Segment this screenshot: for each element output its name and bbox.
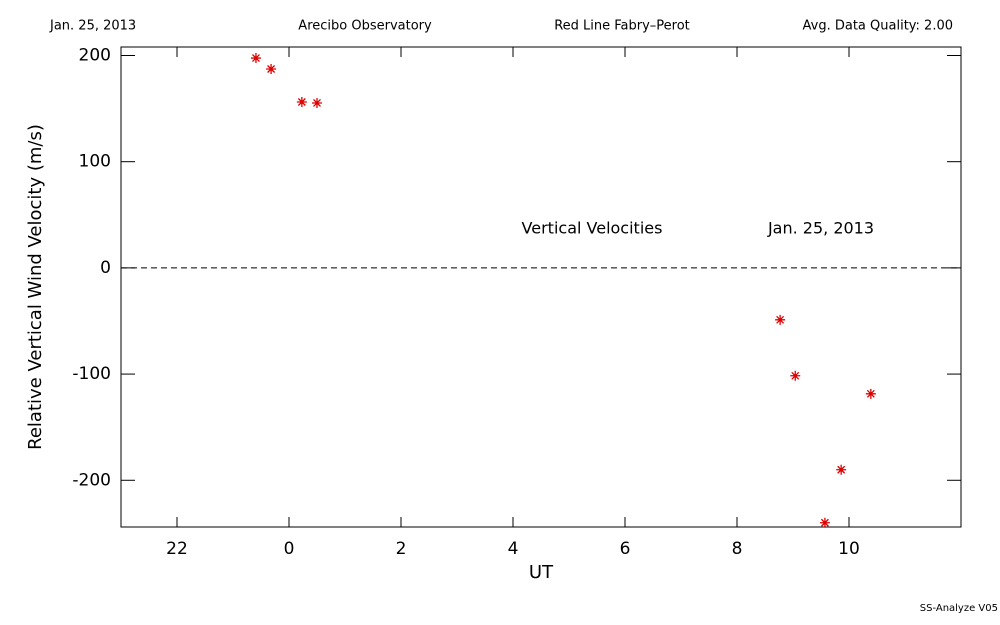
point — [775, 314, 786, 325]
point — [266, 63, 277, 74]
point — [296, 97, 307, 108]
x-tick-label: 6 — [620, 539, 631, 559]
point — [790, 370, 801, 381]
y-tick-label: 100 — [79, 152, 111, 172]
point — [312, 97, 322, 108]
point — [250, 53, 261, 64]
header-site: Arecibo Observatory — [298, 19, 432, 34]
x-tick-label: 22 — [166, 539, 188, 559]
x-tick-label: 4 — [508, 539, 519, 559]
x-axis-label: UT — [529, 562, 554, 583]
point — [819, 517, 830, 528]
y-tick-label: 200 — [79, 45, 111, 65]
header-quality: Avg. Data Quality: 2.00 — [803, 19, 953, 34]
plot-frame — [120, 46, 962, 528]
x-tick-label: 2 — [396, 539, 407, 559]
x-tick-label: 0 — [284, 539, 295, 559]
x-tick-label: 8 — [732, 539, 743, 559]
footer: SS-Analyze V05 — [920, 603, 998, 614]
x-tick-label: 10 — [838, 539, 860, 559]
y-axis-label: Relative Vertical Wind Velocity (m/s) — [25, 124, 46, 450]
y-tick-label: 0 — [100, 258, 111, 278]
annotation: Vertical Velocities — [522, 219, 663, 238]
point — [836, 464, 847, 475]
point — [865, 388, 876, 399]
y-tick-label: -100 — [72, 364, 111, 384]
annotation: Jan. 25, 2013 — [767, 219, 874, 238]
y-tick-label: -200 — [72, 470, 111, 490]
header-instrument: Red Line Fabry–Perot — [554, 19, 690, 34]
header-date: Jan. 25, 2013 — [49, 19, 136, 34]
